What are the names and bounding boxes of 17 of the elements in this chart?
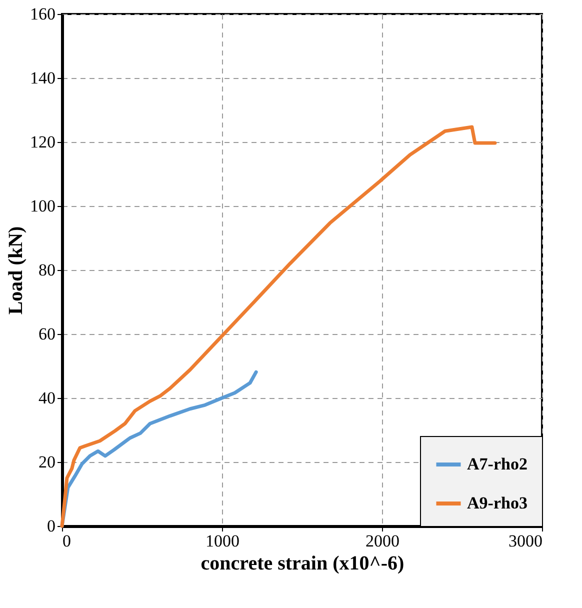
y-tick-label: 0: [47, 516, 56, 536]
x-tick-label: 3000: [508, 532, 542, 550]
x-tick-label: 1000: [206, 532, 240, 550]
y-tick-label: 80: [38, 260, 56, 280]
y-tick-label: 140: [30, 68, 56, 88]
y-tick-label: 20: [38, 452, 56, 472]
y-tick-label: 60: [38, 324, 56, 344]
legend-label: A7-rho2: [467, 454, 528, 474]
y-axis-title: Load (kN): [5, 226, 27, 315]
y-tick-label: 100: [30, 196, 56, 216]
y-tick-label: 40: [38, 388, 56, 408]
y-tick-label: 120: [30, 132, 56, 152]
y-tick-label: 160: [30, 4, 56, 24]
x-tick-label: 2000: [366, 532, 400, 550]
legend-label: A9-rho3: [467, 494, 528, 512]
x-axis-title: concrete strain (x10^-6): [200, 552, 404, 574]
x-tick-label: 0: [62, 532, 71, 550]
